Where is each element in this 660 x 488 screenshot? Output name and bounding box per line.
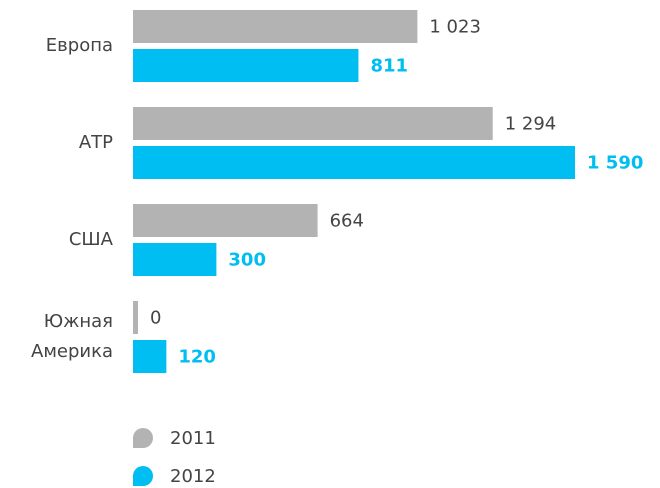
bar: [133, 146, 575, 179]
value-label: 1 023: [429, 17, 481, 38]
bar: [133, 107, 493, 140]
bar: [133, 204, 318, 237]
category-label: США: [69, 229, 114, 250]
bar: [133, 301, 138, 334]
value-label: 664: [330, 211, 364, 232]
legend-label: 2012: [170, 466, 216, 487]
category-label: АТР: [79, 132, 113, 153]
bar: [133, 340, 167, 373]
value-label: 120: [178, 347, 216, 368]
category-label: Южная Америка: [31, 311, 113, 362]
bar: [133, 243, 217, 276]
value-label: 1 294: [505, 114, 557, 135]
legend-swatch: [133, 466, 153, 486]
category-label: Европа: [46, 35, 113, 56]
value-label: 811: [370, 56, 408, 77]
value-label: 0: [150, 308, 161, 329]
value-label: 1 590: [587, 153, 643, 174]
bar: [133, 10, 418, 43]
legend-swatch: [133, 428, 153, 448]
bar: [133, 49, 359, 82]
legend-label: 2011: [170, 428, 216, 449]
value-label: 300: [228, 250, 266, 271]
